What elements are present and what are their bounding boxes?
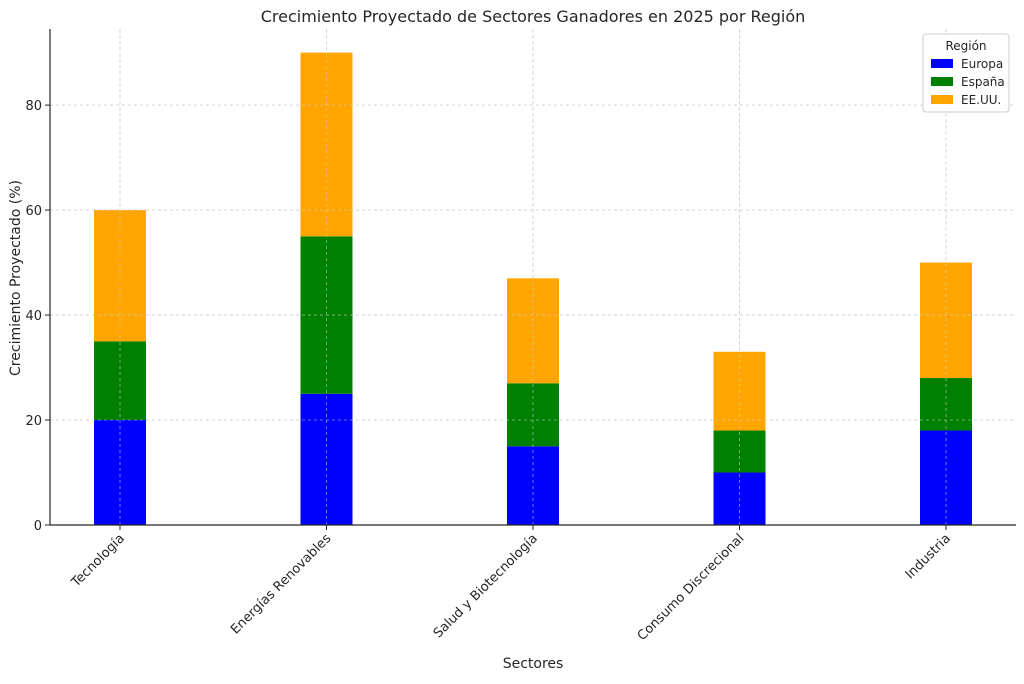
legend-title: Región [945,39,986,53]
y-ticks: 0 20 40 60 80 [25,99,50,534]
x-tick-label: Energías Renovables [228,531,334,637]
y-tick-label: 0 [34,519,42,534]
y-tick-label: 60 [25,204,42,219]
y-tick-label: 80 [25,99,42,114]
legend-label: España [961,75,1005,89]
legend-swatch [931,59,953,68]
x-tick-label: Tecnología [68,531,128,591]
legend-items: Europa España EE.UU. [931,57,1005,107]
bar-segment [94,420,146,525]
legend-label: Europa [961,57,1003,71]
y-tick-label: 40 [25,309,42,324]
legend-swatch [931,95,953,104]
x-tick-label: Consumo Discrecional [635,531,748,644]
legend-swatch [931,77,953,86]
legend-label: EE.UU. [961,93,1001,107]
bars [50,29,1016,526]
x-axis-label: Sectores [503,656,564,672]
y-tick-label: 20 [25,414,42,429]
legend: Región Europa España EE.UU. [922,33,1010,113]
x-tick-label: Industria [903,531,954,582]
x-tick-label: Salud y Biotecnología [431,531,541,641]
y-axis-label: Crecimiento Proyectado (%) [8,180,24,376]
x-ticks: Tecnología Energías Renovables Salud y Bio… [68,525,954,644]
legend-frame [922,33,1010,113]
chart-title: Crecimiento Proyectado de Sectores Ganad… [261,7,806,26]
